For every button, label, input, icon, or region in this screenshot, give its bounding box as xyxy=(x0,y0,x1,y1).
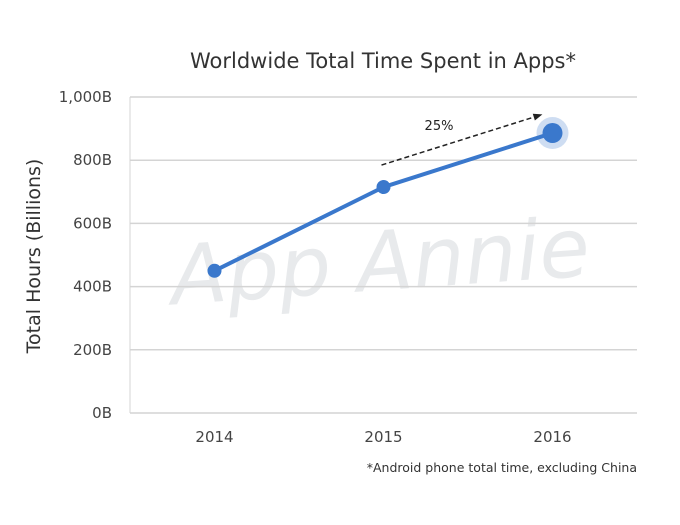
y-tick-label: 1,000B xyxy=(59,88,112,106)
y-tick-label: 600B xyxy=(73,214,112,232)
y-axis-label: Total Hours (Billions) xyxy=(23,159,45,355)
y-tick-label: 0B xyxy=(92,404,112,422)
data-point xyxy=(542,123,563,144)
chart-title: Worldwide Total Time Spent in Apps* xyxy=(190,49,576,73)
arrowhead-icon xyxy=(532,113,543,121)
annotation-arrow xyxy=(381,114,541,166)
x-tick-label: 2014 xyxy=(195,428,233,446)
y-tick-label: 800B xyxy=(73,151,112,169)
x-tick-label: 2015 xyxy=(364,428,402,446)
annotation-label: 25% xyxy=(425,119,454,134)
data-point xyxy=(376,180,391,195)
data-point xyxy=(207,263,222,278)
y-tick-label: 200B xyxy=(73,341,112,359)
footnote: *Android phone total time, excluding Chi… xyxy=(367,460,637,475)
x-tick-label: 2016 xyxy=(533,428,571,446)
y-tick-label: 400B xyxy=(73,278,112,296)
